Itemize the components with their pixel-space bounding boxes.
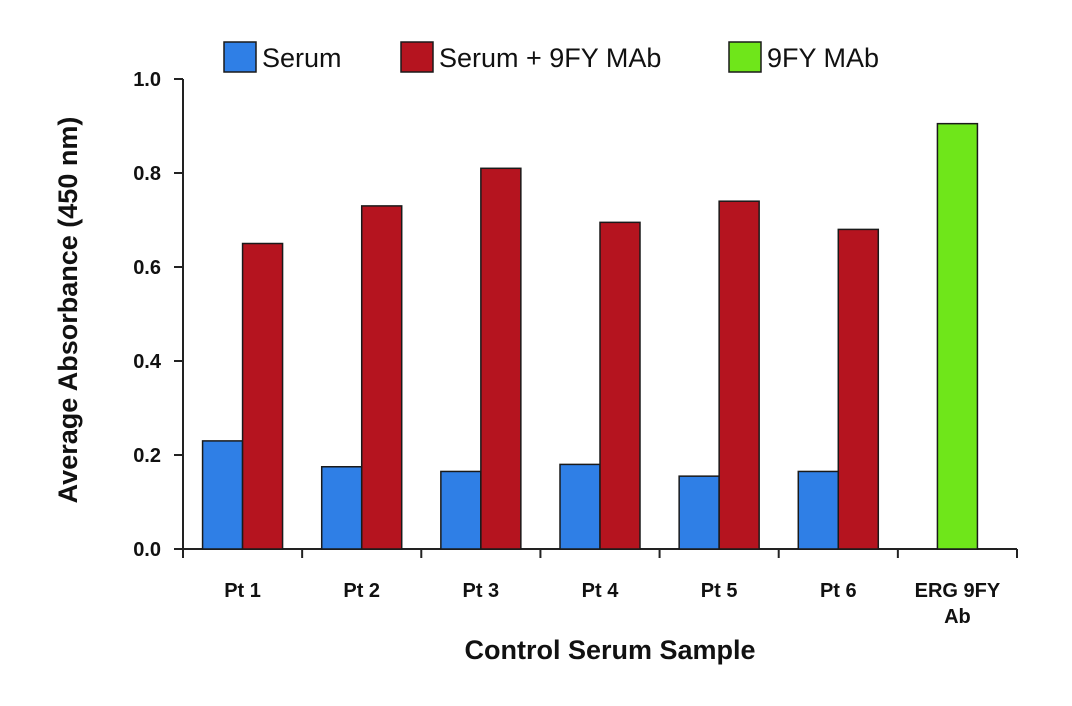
- bar-serum-plus-mab: [360, 205, 403, 550]
- legend-swatch: [728, 41, 762, 73]
- bar-serum: [797, 470, 840, 550]
- y-tick-label: 0.2: [133, 445, 161, 467]
- legend-label: Serum: [262, 43, 342, 73]
- x-tick-label: Pt 5: [701, 580, 738, 602]
- legend-label: 9FY MAb: [767, 43, 879, 73]
- bar-serum-plus-mab: [480, 167, 522, 550]
- legend-swatch: [400, 41, 434, 73]
- bar-serum: [440, 470, 482, 550]
- y-tick-label: 0.6: [133, 257, 161, 279]
- legend-label: Serum + 9FY MAb: [439, 43, 661, 73]
- bar-serum-plus-mab: [599, 221, 641, 550]
- bar-serum-plus-mab: [837, 228, 880, 550]
- x-tick-label: Pt 6: [820, 580, 857, 602]
- y-tick-label: 0.0: [133, 539, 161, 561]
- y-axis: 0.0 0.2 0.4 0.6 0.8 1.0: [133, 69, 184, 561]
- bar-9fy-mab: [936, 122, 979, 550]
- x-axis-title: Control Serum Sample: [464, 635, 755, 665]
- y-tick-label: 0.4: [133, 351, 162, 373]
- x-tick-label: Pt 1: [224, 580, 261, 602]
- x-axis: Pt 1 Pt 2 Pt 3 Pt 4 Pt 5 Pt 6 ERG 9FY Ab: [182, 548, 1018, 628]
- bars: [201, 122, 979, 550]
- bar-serum: [678, 475, 720, 550]
- bar-serum: [320, 466, 363, 550]
- bar-serum: [201, 440, 244, 550]
- bar-serum-plus-mab: [241, 242, 284, 550]
- y-tick-label: 1.0: [133, 69, 161, 91]
- bar-serum-plus-mab: [718, 200, 760, 550]
- x-tick-label: Pt 4: [582, 580, 620, 602]
- x-tick-label: Pt 3: [463, 580, 500, 602]
- bar-serum: [559, 463, 601, 550]
- x-tick-label: ERG 9FY Ab: [915, 580, 1001, 628]
- y-axis-title: Average Absorbance (450 nm): [53, 117, 83, 504]
- legend: Serum Serum + 9FY MAb 9FY MAb: [223, 41, 879, 73]
- legend-swatch: [223, 41, 257, 73]
- y-tick-label: 0.8: [133, 163, 161, 185]
- x-tick-label: Pt 2: [343, 580, 380, 602]
